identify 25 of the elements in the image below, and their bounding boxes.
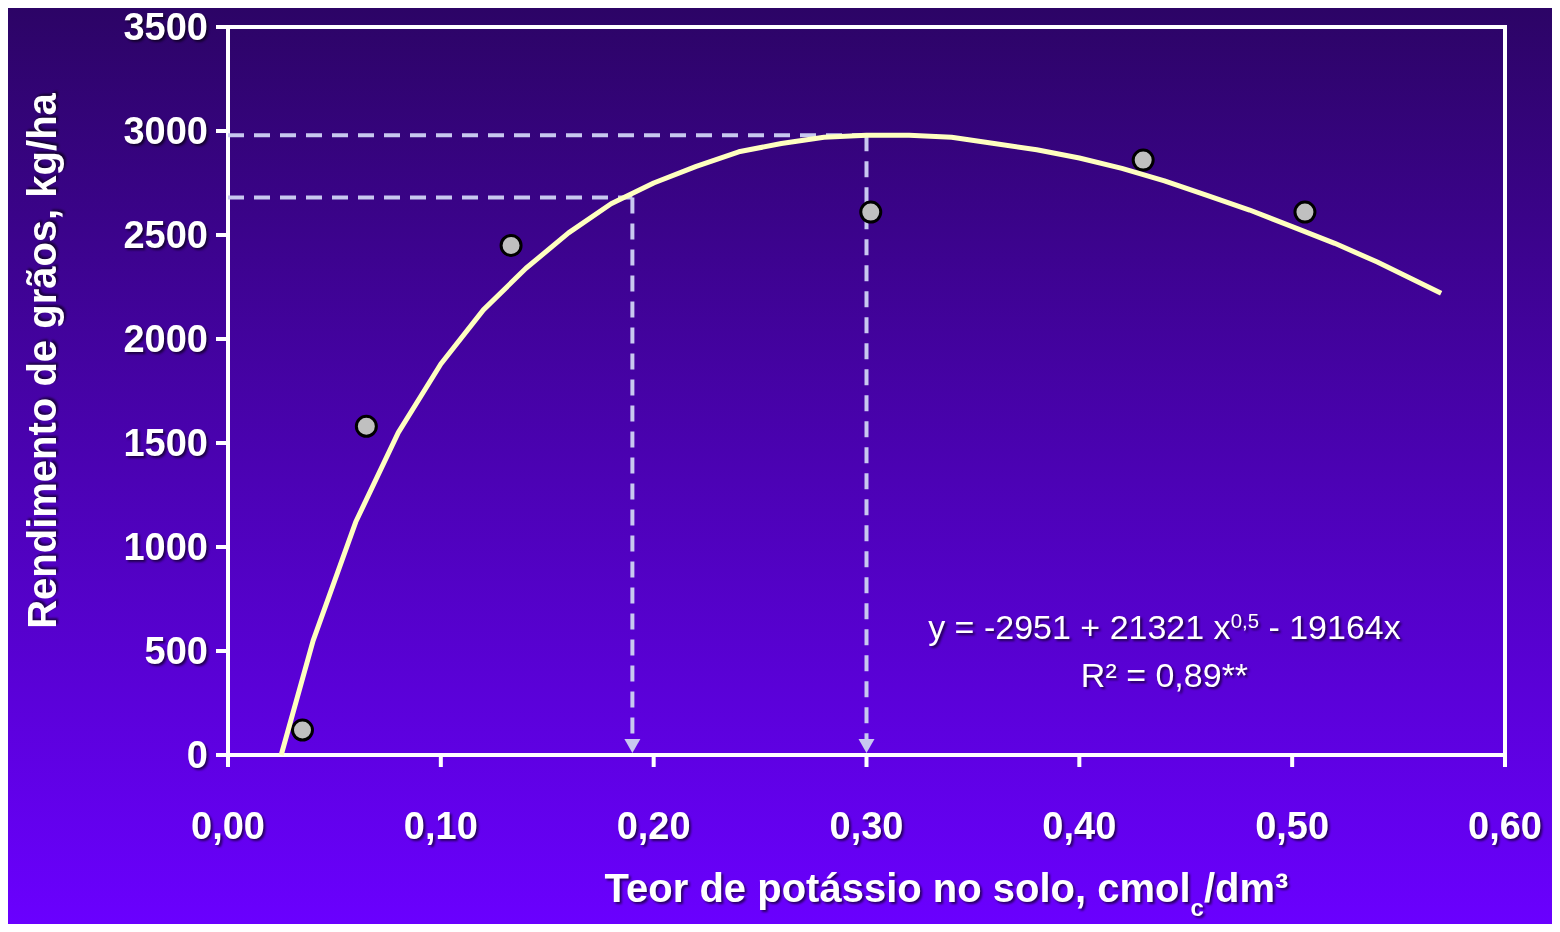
y-tick-label: 3500 (123, 6, 208, 49)
x-tick-label: 0,60 (1468, 805, 1542, 847)
y-tick-label: 1500 (123, 422, 208, 465)
point (290, 718, 314, 742)
point (1131, 148, 1155, 172)
y-tick-label: 500 (144, 630, 208, 673)
x-tick-label: 0,20 (616, 805, 691, 847)
y-tick-label: 2500 (123, 214, 208, 257)
point (859, 200, 883, 224)
annotation: R² = 0,89** (1080, 655, 1249, 694)
x-axis-title: Teor de potássio no solo, cmol$_{c}$/dm³ (604, 866, 1289, 921)
x-tick-label: 0,30 (829, 805, 904, 847)
y-tick-label: 3000 (123, 110, 208, 153)
y-tick-label: 2000 (123, 318, 208, 361)
point (499, 233, 523, 257)
point (1293, 200, 1317, 224)
x-tick-label: 0,00 (191, 805, 265, 847)
y-tick-label: 1000 (123, 526, 208, 569)
annotation: y = -2951 + 21321 x$^{0,5}$ - 19164x (928, 607, 1401, 646)
x-tick-label: 0,50 (1255, 805, 1330, 847)
y-axis-title: Rendimento de grãos, kg/ha (20, 92, 64, 629)
y-tick-label: 0 (186, 734, 208, 777)
point (354, 414, 378, 438)
x-tick-label: 0,40 (1042, 805, 1117, 847)
x-tick-label: 0,10 (403, 805, 478, 847)
